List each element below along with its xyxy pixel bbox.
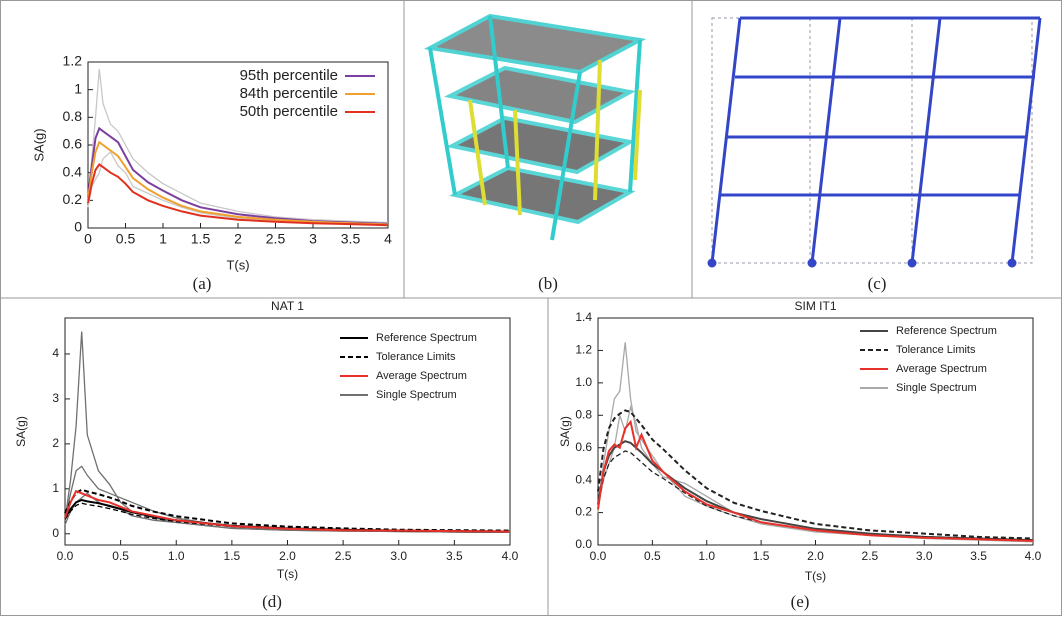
x-tick-label: 1.5	[224, 549, 241, 563]
x-tick-label: 4.0	[502, 549, 519, 563]
y-tick-label: 0.2	[575, 505, 592, 519]
legend-label: 50th percentile	[240, 103, 338, 120]
caption: (d)	[262, 592, 282, 611]
y-tick-label: 0	[52, 526, 59, 540]
x-tick-label: 0.0	[590, 549, 607, 563]
series-line	[598, 441, 1033, 540]
x-axis-label: T(s)	[277, 567, 298, 581]
plot-frame	[88, 62, 388, 228]
x-tick-label: 1	[159, 231, 167, 247]
series-line	[65, 466, 510, 532]
x-tick-label: 4	[384, 231, 392, 247]
legend-label: Tolerance Limits	[896, 344, 976, 356]
y-tick-label: 3	[52, 391, 59, 405]
x-tick-label: 0.0	[57, 549, 74, 563]
y-axis-label: SA(g)	[31, 128, 46, 161]
y-axis-label: SA(g)	[14, 416, 28, 447]
x-axis-label: T(s)	[226, 257, 249, 272]
x-tick-label: 4.0	[1025, 549, 1042, 563]
series-line	[598, 422, 1033, 541]
y-tick-label: 0.4	[575, 472, 592, 486]
x-tick-label: 2.5	[266, 231, 286, 247]
x-tick-label: 0.5	[116, 231, 136, 247]
figure: (a) (b) (c) (d) (e) 0 0.5 1 1.5 2 2.5 3 3.5 4 0 0.…	[0, 0, 1062, 616]
y-tick-label: 2	[52, 436, 59, 450]
x-tick-label: 0.5	[644, 549, 661, 563]
x-tick-label: 3.0	[916, 549, 933, 563]
legend-label: Tolerance Limits	[376, 351, 456, 363]
caption: (b)	[538, 274, 558, 293]
y-tick-label: 1	[74, 80, 82, 96]
y-tick-label: 1.2	[575, 343, 592, 357]
x-tick-label: 3.5	[446, 549, 463, 563]
series-line	[88, 69, 388, 223]
y-tick-label: 0.8	[63, 108, 83, 124]
y-tick-label: 0.6	[63, 136, 83, 152]
caption: (e)	[791, 592, 810, 611]
x-tick-label: 2.0	[279, 549, 296, 563]
y-tick-label: 0	[74, 219, 82, 235]
y-axis-label: SA(g)	[558, 416, 572, 447]
x-tick-label: 3.5	[341, 231, 361, 247]
chart-title: SIM IT1	[794, 299, 836, 313]
y-tick-label: 0.6	[575, 440, 592, 454]
x-tick-label: 1.5	[191, 231, 211, 247]
y-tick-label: 4	[52, 346, 59, 360]
caption: (c)	[868, 274, 887, 293]
x-tick-label: 3	[309, 231, 317, 247]
legend-label: Average Spectrum	[896, 363, 987, 375]
page: {"captions": ["(a)", "(b)", "(c)", "(d)"…	[0, 0, 1062, 616]
series-line	[598, 451, 1033, 540]
x-tick-label: 3.0	[390, 549, 407, 563]
x-tick-label: 3.5	[970, 549, 987, 563]
legend-label: Single Spectrum	[896, 382, 977, 394]
x-tick-label: 1.5	[753, 549, 770, 563]
x-tick-label: 2.0	[807, 549, 824, 563]
legend-label: Reference Spectrum	[376, 332, 477, 344]
y-tick-label: 1.4	[575, 310, 592, 324]
x-tick-label: 0	[84, 231, 92, 247]
series-line	[598, 407, 1033, 540]
y-tick-label: 1.2	[63, 53, 83, 69]
legend-label: Single Spectrum	[376, 389, 457, 401]
x-tick-label: 1.0	[698, 549, 715, 563]
y-tick-label: 0.2	[63, 191, 83, 207]
y-tick-label: 0.0	[575, 537, 592, 551]
series-line	[88, 142, 388, 224]
y-tick-label: 1.0	[575, 375, 592, 389]
y-tick-label: 0.8	[575, 407, 592, 421]
series-line	[65, 503, 510, 531]
series-line	[65, 490, 510, 531]
caption: (a)	[193, 274, 212, 293]
legend-label: 95th percentile	[240, 67, 338, 84]
legend-label: Reference Spectrum	[896, 325, 997, 337]
legend-label: 84th percentile	[240, 85, 338, 102]
chart-title: NAT 1	[271, 299, 304, 313]
x-tick-label: 2	[234, 231, 242, 247]
building-3d	[430, 16, 640, 240]
frame-2d	[709, 18, 1040, 266]
y-tick-label: 1	[52, 481, 59, 495]
series-line	[65, 491, 510, 531]
series-line	[598, 410, 1033, 538]
series-line	[88, 128, 388, 223]
y-tick-label: 0.4	[63, 163, 83, 179]
x-tick-label: 1.0	[168, 549, 185, 563]
legend-label: Average Spectrum	[376, 370, 467, 382]
x-axis-label: T(s)	[805, 569, 826, 583]
x-tick-label: 2.5	[862, 549, 879, 563]
x-tick-label: 2.5	[335, 549, 352, 563]
x-tick-label: 0.5	[112, 549, 129, 563]
